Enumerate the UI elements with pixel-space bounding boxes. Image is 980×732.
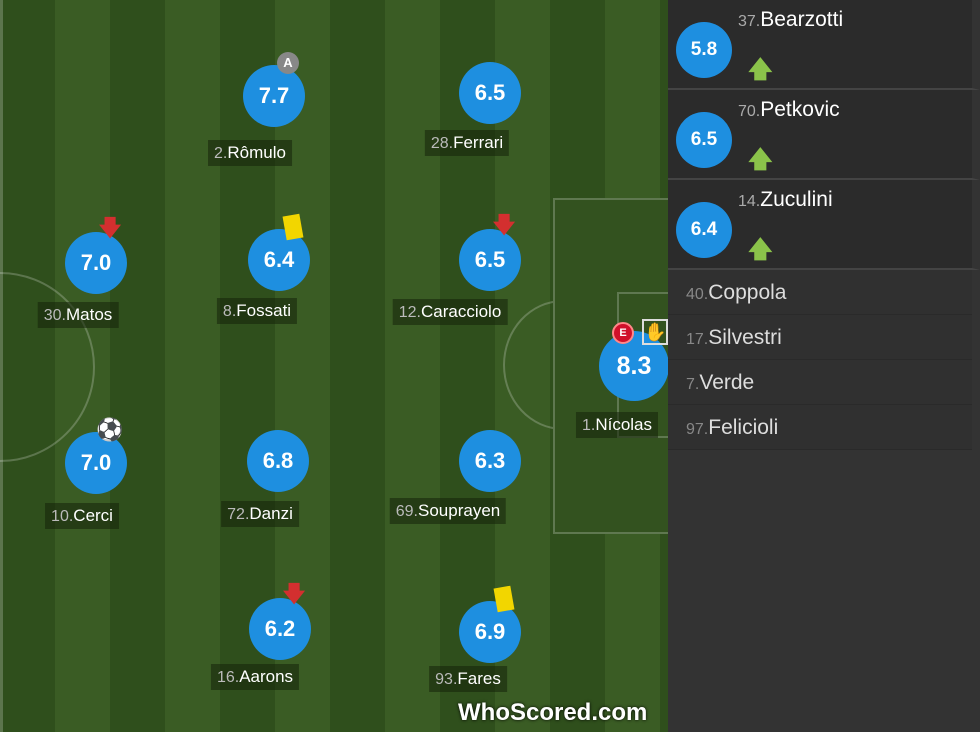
player-name: 2.Rômulo	[208, 140, 292, 166]
player-name: 37.Bearzotti	[738, 8, 844, 31]
player-name: Coppola	[708, 281, 787, 304]
captain-icon: A	[277, 52, 299, 74]
sub-off-arrow-icon: 🡇	[282, 581, 306, 606]
sub-on-arrow-icon: 🡅	[748, 146, 773, 173]
player-rating: 6.4	[676, 202, 732, 258]
player-name: 30.Matos	[37, 302, 119, 328]
yellow-card-icon	[493, 585, 515, 613]
player-name: 1.Nícolas	[575, 412, 659, 438]
player-name: 14.Zuculini	[738, 188, 833, 211]
bench-player-row[interactable]: 97.Felicioli	[668, 405, 972, 450]
shirt-number: 17.	[686, 331, 709, 348]
goal-ball-icon: ⚽	[96, 417, 124, 442]
player-name: Verde	[699, 371, 755, 394]
substitute-row[interactable]: 6.5 70.Petkovic 🡅	[668, 90, 980, 180]
sub-off-arrow-icon: 🡇	[492, 212, 516, 237]
player-rating: 6.2	[249, 598, 311, 660]
player-rating: 6.5	[676, 112, 732, 168]
player-name: 28.Ferrari	[424, 130, 510, 156]
pitch: 7.7 2.Rômulo A 6.5 28.Ferrari 7.0 30.Matos 🡇 6.4…	[0, 0, 668, 732]
player-name: 16.Aarons	[210, 664, 300, 690]
player-name: 8.Fossati	[216, 298, 298, 324]
player-rating: 6.4	[248, 229, 310, 291]
player-name: 70.Petkovic	[738, 98, 840, 121]
substitute-row[interactable]: 5.8 37.Bearzotti 🡅	[668, 0, 980, 90]
player-rating: 7.0	[65, 432, 127, 494]
player-rating: 6.9	[459, 601, 521, 663]
sub-off-arrow-icon: 🡇	[98, 215, 122, 240]
shirt-number: 97.	[686, 421, 709, 438]
shirt-number: 7.	[686, 376, 700, 393]
player-name: 12.Caracciolo	[392, 299, 508, 325]
player-rating: 6.5	[459, 229, 521, 291]
player-rating: 7.0	[65, 232, 127, 294]
shirt-number: 40.	[686, 286, 709, 303]
player-name: 10.Cerci	[45, 503, 119, 529]
player-name: 93.Fares	[429, 666, 507, 692]
error-icon: E	[612, 322, 634, 344]
bench-player-row[interactable]: 17.Silvestri	[668, 315, 972, 360]
player-name: 69.Souprayen	[389, 498, 507, 524]
whoscored-logo: WhoScored.com	[458, 677, 647, 726]
player-name: Silvestri	[708, 326, 782, 349]
player-rating: 5.8	[676, 22, 732, 78]
goalkeeper-glove-icon: ✋	[642, 319, 668, 345]
center-circle	[0, 272, 95, 462]
player-rating: 6.8	[247, 430, 309, 492]
player-rating: 8.3	[599, 331, 668, 401]
sub-on-arrow-icon: 🡅	[748, 56, 773, 83]
player-name: 72.Danzi	[221, 501, 299, 527]
player-rating: 6.3	[459, 430, 521, 492]
substitutes-panel: 5.8 37.Bearzotti 🡅 6.5 70.Petkovic 🡅 6.4 14.Zuc…	[668, 0, 980, 732]
player-rating: 7.7	[243, 65, 305, 127]
substitute-row[interactable]: 6.4 14.Zuculini 🡅	[668, 180, 980, 270]
sub-on-arrow-icon: 🡅	[748, 236, 773, 263]
yellow-card-icon	[282, 213, 304, 241]
bench-player-row[interactable]: 7.Verde	[668, 360, 972, 405]
halfway-line	[0, 0, 3, 732]
player-rating: 6.5	[459, 62, 521, 124]
player-name: Felicioli	[708, 416, 779, 439]
bench-player-row[interactable]: 40.Coppola	[668, 270, 972, 315]
